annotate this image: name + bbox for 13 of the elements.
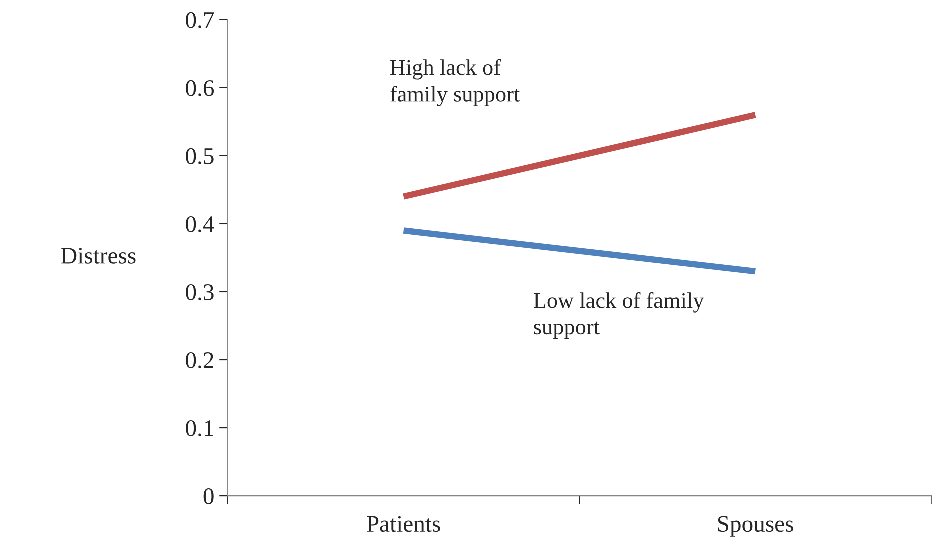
- y-tick-label: 0.5: [186, 148, 214, 164]
- y-tick-label: 0.3: [186, 284, 214, 301]
- text: High lack of family support: [390, 59, 520, 106]
- y-tick-label: 0.6: [186, 80, 214, 96]
- y-tick-label: 0: [204, 488, 214, 504]
- y-axis-title: Distress: [61, 248, 136, 264]
- series-label: Low lack of family support: [534, 292, 704, 340]
- y-tick-label: 0.1: [186, 420, 214, 437]
- y-tick-label: 0.4: [186, 216, 214, 232]
- y-tick-label: 0.7: [186, 12, 214, 28]
- y-tick-label: 0.2: [186, 352, 214, 369]
- x-tick-label: Patients: [367, 516, 440, 532]
- x-tick-label: Spouses: [718, 516, 794, 537]
